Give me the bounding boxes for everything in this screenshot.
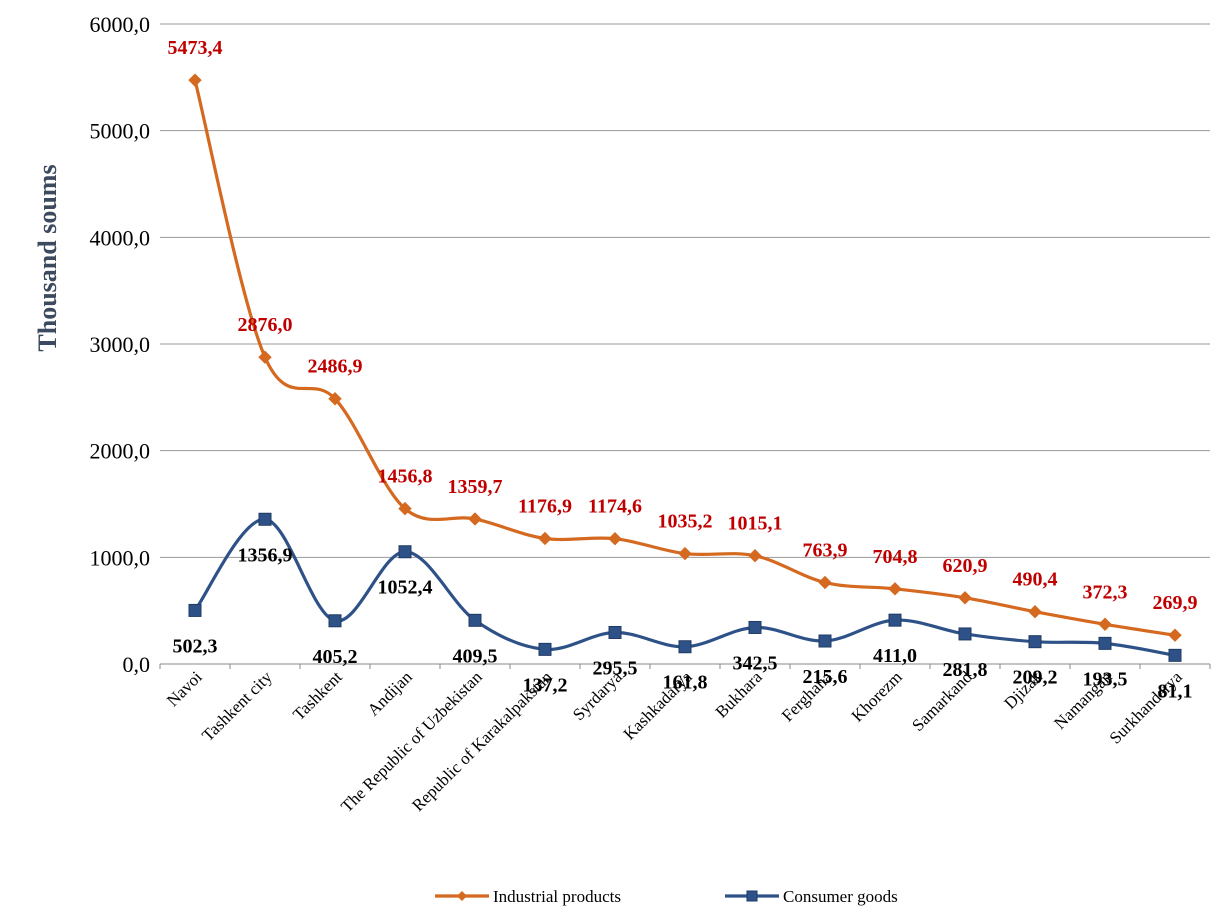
y-tick-label: 2000,0 bbox=[90, 439, 151, 464]
x-category-label: Navoi bbox=[163, 667, 206, 710]
industrial-products-point bbox=[958, 591, 972, 605]
industrial-products-point bbox=[888, 582, 902, 596]
consumer-goods-data-label: 502,3 bbox=[173, 635, 218, 657]
consumer-goods-data-label: 295,5 bbox=[593, 657, 638, 679]
y-tick-label: 6000,0 bbox=[90, 12, 151, 37]
industrial-products-data-label: 372,3 bbox=[1083, 581, 1128, 603]
consumer-goods-data-label: 209,2 bbox=[1013, 667, 1058, 689]
industrial-products-point bbox=[818, 575, 832, 590]
industrial-products-point bbox=[748, 549, 762, 563]
consumer-goods-point bbox=[678, 640, 692, 654]
consumer-goods-point bbox=[888, 613, 902, 627]
y-tick-label: 5000,0 bbox=[90, 119, 151, 144]
industrial-products-data-label: 1015,1 bbox=[728, 513, 783, 535]
industrial-products-point bbox=[1028, 604, 1042, 619]
industrial-products-data-label: 2486,9 bbox=[308, 356, 363, 378]
industrial-products-data-label: 763,9 bbox=[803, 540, 848, 562]
y-axis-ticks: 0,0 1000,0 2000,0 3000,0 4000,0 5000,0 6000,0 bbox=[90, 12, 151, 677]
legend: Industrial products Consumer goods bbox=[435, 887, 898, 906]
legend-label: Industrial products bbox=[493, 887, 621, 906]
consumer-goods-point bbox=[468, 613, 482, 627]
consumer-goods-point bbox=[398, 545, 412, 559]
industrial-products-point bbox=[398, 501, 412, 516]
consumer-goods-point bbox=[538, 642, 552, 656]
consumer-goods-point bbox=[1168, 648, 1182, 662]
x-category-label: Andijan bbox=[364, 667, 417, 720]
consumer-goods-point bbox=[818, 634, 832, 648]
consumer-goods-data-label: 411,0 bbox=[873, 645, 917, 667]
industrial-products-line bbox=[193, 79, 1176, 637]
consumer-goods-data-label: 161,8 bbox=[663, 672, 708, 694]
consumer-goods-data-label: 215,6 bbox=[803, 666, 848, 688]
industrial-products-point bbox=[538, 531, 552, 546]
industrial-products-point bbox=[1168, 628, 1182, 642]
consumer-goods-point bbox=[748, 620, 762, 634]
x-category-label: Tashkent city bbox=[198, 667, 276, 745]
x-category-label: The Republic of Uzbekistan bbox=[337, 667, 486, 816]
industrial-products-data-label: 490,4 bbox=[1013, 569, 1058, 591]
industrial-products-data-label: 620,9 bbox=[943, 555, 988, 577]
y-axis-label: Thousand soums bbox=[33, 164, 62, 351]
consumer-goods-data-label: 281,8 bbox=[943, 659, 988, 681]
x-category-label: Khorezm bbox=[848, 667, 906, 725]
data-labels: 5473,4 2876,0 2486,9 1456,8 1359,7 1176,9 1174… bbox=[168, 37, 1198, 702]
gridlines bbox=[160, 23, 1210, 558]
consumer-goods-point bbox=[958, 627, 972, 641]
legend-swatch-marker bbox=[746, 890, 758, 902]
consumer-goods-data-label: 1356,9 bbox=[238, 544, 293, 566]
industrial-products-point bbox=[188, 73, 202, 87]
series-layer bbox=[188, 73, 1182, 662]
industrial-products-point bbox=[1098, 617, 1112, 631]
industrial-products-point bbox=[608, 532, 622, 546]
y-tick-label: 0,0 bbox=[123, 652, 151, 677]
consumer-goods-data-label: 409,5 bbox=[453, 645, 498, 667]
industrial-products-data-label: 1176,9 bbox=[518, 495, 572, 517]
industrial-products-data-label: 1035,2 bbox=[658, 511, 713, 533]
industrial-products-data-label: 5473,4 bbox=[168, 37, 223, 59]
consumer-goods-data-label: 81,1 bbox=[1158, 680, 1193, 702]
consumer-goods-point bbox=[328, 614, 342, 628]
industrial-products-data-label: 1359,7 bbox=[448, 476, 503, 498]
industrial-products-point bbox=[328, 392, 342, 406]
consumer-goods-data-label: 405,2 bbox=[313, 646, 358, 668]
industrial-products-data-label: 269,9 bbox=[1153, 592, 1198, 614]
industrial-products-data-label: 2876,0 bbox=[238, 314, 293, 336]
industrial-products-point bbox=[258, 350, 272, 364]
legend-swatch-marker bbox=[457, 891, 467, 901]
consumer-goods-point bbox=[258, 512, 272, 526]
consumer-goods-data-label: 342,5 bbox=[733, 652, 778, 674]
x-category-label: Tashkent bbox=[289, 667, 346, 724]
consumer-goods-point bbox=[188, 603, 202, 617]
consumer-goods-point bbox=[1028, 635, 1042, 649]
y-tick-label: 1000,0 bbox=[90, 545, 151, 570]
industrial-products-data-label: 704,8 bbox=[873, 546, 918, 568]
consumer-goods-data-label: 1052,4 bbox=[378, 577, 433, 599]
consumer-goods-data-label: 137,2 bbox=[523, 674, 568, 696]
industrial-products-point bbox=[678, 546, 692, 561]
industrial-products-point bbox=[468, 512, 482, 526]
industrial-products-data-label: 1456,8 bbox=[378, 466, 433, 488]
y-tick-label: 3000,0 bbox=[90, 332, 151, 357]
consumer-goods-data-label: 193,5 bbox=[1083, 668, 1128, 690]
consumer-goods-point bbox=[1098, 636, 1112, 650]
y-tick-label: 4000,0 bbox=[90, 225, 151, 250]
legend-label: Consumer goods bbox=[783, 887, 898, 906]
consumer-goods-point bbox=[608, 625, 622, 639]
x-category-label: Bukhara bbox=[712, 667, 766, 721]
industrial-products-data-label: 1174,6 bbox=[588, 496, 642, 518]
